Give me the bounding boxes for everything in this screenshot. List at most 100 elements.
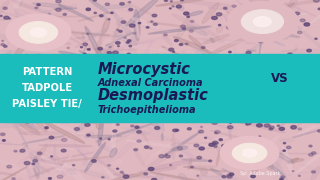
Circle shape [124, 37, 126, 39]
Circle shape [269, 128, 273, 130]
Ellipse shape [76, 45, 113, 68]
Ellipse shape [76, 37, 86, 39]
Ellipse shape [140, 56, 162, 76]
Ellipse shape [234, 10, 269, 13]
Circle shape [108, 165, 111, 166]
Circle shape [237, 84, 242, 86]
Circle shape [63, 14, 66, 15]
Circle shape [133, 33, 136, 34]
Ellipse shape [53, 144, 56, 164]
Ellipse shape [79, 170, 109, 178]
Ellipse shape [98, 144, 119, 154]
Ellipse shape [199, 166, 206, 175]
Ellipse shape [27, 110, 47, 132]
Ellipse shape [29, 162, 68, 178]
Circle shape [31, 107, 36, 110]
Text: Desmoplastic: Desmoplastic [98, 87, 208, 103]
Circle shape [290, 70, 292, 71]
Ellipse shape [86, 132, 94, 138]
Ellipse shape [170, 72, 218, 81]
Ellipse shape [22, 6, 66, 19]
Circle shape [299, 175, 300, 176]
Circle shape [2, 62, 5, 64]
Ellipse shape [242, 59, 250, 64]
Ellipse shape [147, 54, 196, 56]
Ellipse shape [172, 113, 188, 123]
Ellipse shape [172, 14, 219, 38]
Circle shape [174, 40, 178, 42]
Circle shape [307, 69, 312, 71]
Ellipse shape [113, 45, 124, 57]
Ellipse shape [194, 176, 251, 180]
Circle shape [135, 126, 139, 128]
Ellipse shape [59, 23, 96, 51]
Ellipse shape [131, 94, 185, 103]
Circle shape [124, 58, 127, 59]
Circle shape [73, 165, 75, 166]
Circle shape [177, 147, 182, 150]
Circle shape [19, 22, 58, 43]
Ellipse shape [179, 174, 187, 180]
Ellipse shape [169, 50, 186, 66]
Circle shape [215, 130, 220, 134]
Circle shape [231, 25, 234, 27]
Circle shape [187, 118, 189, 120]
Ellipse shape [276, 146, 285, 171]
Circle shape [246, 124, 248, 125]
Ellipse shape [278, 116, 282, 128]
Ellipse shape [249, 0, 268, 2]
Circle shape [165, 93, 171, 96]
Ellipse shape [64, 99, 72, 102]
Circle shape [120, 112, 123, 113]
Circle shape [165, 155, 170, 158]
Ellipse shape [154, 62, 192, 63]
Ellipse shape [63, 79, 67, 89]
Ellipse shape [99, 36, 105, 45]
Circle shape [214, 143, 216, 144]
Circle shape [169, 8, 171, 9]
Circle shape [317, 130, 320, 132]
Circle shape [197, 156, 202, 159]
Circle shape [212, 114, 213, 115]
Circle shape [37, 152, 42, 155]
Circle shape [227, 2, 298, 41]
Ellipse shape [43, 57, 75, 65]
Ellipse shape [116, 91, 149, 107]
Ellipse shape [163, 130, 203, 157]
Ellipse shape [203, 112, 236, 117]
Circle shape [251, 146, 254, 148]
Ellipse shape [197, 176, 202, 180]
Ellipse shape [150, 140, 175, 158]
Ellipse shape [106, 33, 132, 46]
Ellipse shape [196, 117, 233, 130]
Ellipse shape [22, 116, 38, 133]
Circle shape [279, 106, 281, 107]
Circle shape [284, 89, 289, 91]
Circle shape [45, 127, 48, 129]
Ellipse shape [273, 120, 277, 128]
Circle shape [65, 109, 68, 111]
Circle shape [105, 3, 109, 5]
Circle shape [300, 107, 304, 109]
Circle shape [87, 49, 90, 50]
Circle shape [165, 66, 170, 69]
Circle shape [126, 42, 129, 43]
Circle shape [94, 12, 96, 14]
Ellipse shape [272, 79, 293, 85]
Ellipse shape [147, 159, 197, 170]
Ellipse shape [59, 141, 89, 152]
Ellipse shape [213, 141, 224, 157]
Ellipse shape [211, 8, 239, 26]
Ellipse shape [229, 41, 265, 66]
Ellipse shape [25, 16, 81, 18]
Circle shape [219, 24, 221, 26]
Ellipse shape [172, 134, 175, 151]
Text: Adnexal Carcinoma: Adnexal Carcinoma [98, 78, 203, 88]
Circle shape [209, 143, 214, 146]
Circle shape [248, 21, 253, 24]
Circle shape [311, 66, 316, 69]
Circle shape [164, 34, 167, 36]
Circle shape [179, 96, 180, 97]
Ellipse shape [4, 118, 40, 129]
Circle shape [110, 78, 115, 80]
